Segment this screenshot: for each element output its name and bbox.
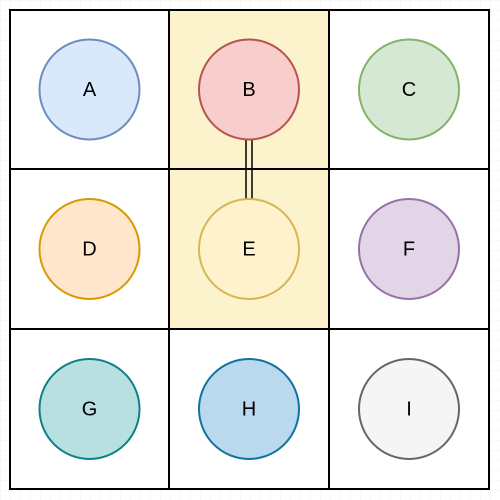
node-circle-a — [38, 38, 141, 141]
node-circle-e — [198, 198, 300, 300]
node-label-d: D — [82, 238, 96, 260]
node-circle-b — [198, 38, 300, 141]
node-i[interactable]: I — [358, 358, 460, 460]
node-circle-g — [38, 358, 141, 460]
node-label-e: E — [242, 238, 255, 260]
node-label-b: B — [242, 79, 255, 101]
node-b[interactable]: B — [198, 38, 300, 141]
node-circle-i — [358, 358, 460, 460]
node-circle-c — [358, 38, 460, 141]
node-h[interactable]: H — [198, 358, 300, 460]
node-label-a: A — [83, 79, 97, 101]
node-a[interactable]: A — [38, 38, 141, 141]
node-label-g: G — [82, 398, 98, 420]
node-label-f: F — [403, 238, 415, 260]
node-label-i: I — [406, 398, 412, 420]
node-label-c: C — [402, 79, 416, 101]
node-c[interactable]: C — [358, 38, 460, 141]
node-circle-f — [358, 198, 460, 300]
edge-b-e — [245, 139, 253, 199]
node-g[interactable]: G — [38, 358, 141, 460]
node-e[interactable]: E — [198, 198, 300, 300]
node-f[interactable]: F — [358, 198, 460, 300]
node-label-h: H — [242, 398, 256, 420]
node-circle-h — [198, 358, 300, 460]
node-d[interactable]: D — [38, 198, 141, 300]
node-circle-d — [38, 198, 141, 300]
